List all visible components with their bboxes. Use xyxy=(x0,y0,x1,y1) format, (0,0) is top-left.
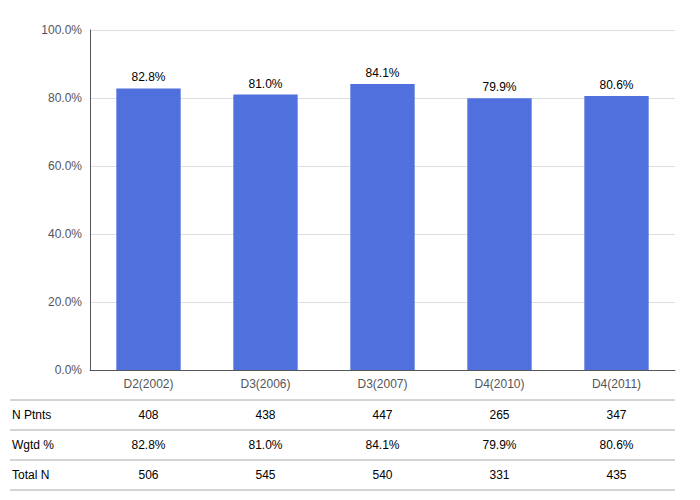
svg-text:84.1%: 84.1% xyxy=(365,438,399,452)
svg-text:545: 545 xyxy=(255,468,275,482)
svg-text:82.8%: 82.8% xyxy=(131,70,165,84)
svg-text:D4(2010): D4(2010) xyxy=(474,377,524,391)
svg-text:331: 331 xyxy=(489,468,509,482)
svg-text:84.1%: 84.1% xyxy=(365,66,399,80)
svg-text:80.0%: 80.0% xyxy=(48,91,82,105)
svg-text:60.0%: 60.0% xyxy=(48,159,82,173)
svg-text:81.0%: 81.0% xyxy=(248,438,282,452)
svg-text:Wgtd %: Wgtd % xyxy=(12,438,54,452)
svg-text:435: 435 xyxy=(606,468,626,482)
svg-text:438: 438 xyxy=(255,408,275,422)
svg-text:D3(2006): D3(2006) xyxy=(240,377,290,391)
svg-text:408: 408 xyxy=(138,408,158,422)
svg-text:D2(2002): D2(2002) xyxy=(123,377,173,391)
svg-text:Total N: Total N xyxy=(12,468,49,482)
svg-text:506: 506 xyxy=(138,468,158,482)
svg-text:D3(2007): D3(2007) xyxy=(357,377,407,391)
svg-text:82.8%: 82.8% xyxy=(131,438,165,452)
svg-text:540: 540 xyxy=(372,468,392,482)
svg-text:81.0%: 81.0% xyxy=(248,77,282,91)
svg-text:0.0%: 0.0% xyxy=(55,363,83,377)
svg-text:347: 347 xyxy=(606,408,626,422)
svg-text:20.0%: 20.0% xyxy=(48,295,82,309)
svg-text:80.6%: 80.6% xyxy=(599,78,633,92)
svg-text:40.0%: 40.0% xyxy=(48,227,82,241)
svg-text:80.6%: 80.6% xyxy=(599,438,633,452)
svg-text:447: 447 xyxy=(372,408,392,422)
svg-text:79.9%: 79.9% xyxy=(482,438,516,452)
svg-text:N Ptnts: N Ptnts xyxy=(12,408,51,422)
svg-text:100.0%: 100.0% xyxy=(41,23,82,37)
svg-text:79.9%: 79.9% xyxy=(482,80,516,94)
svg-text:265: 265 xyxy=(489,408,509,422)
svg-text:D4(2011): D4(2011) xyxy=(592,377,641,391)
